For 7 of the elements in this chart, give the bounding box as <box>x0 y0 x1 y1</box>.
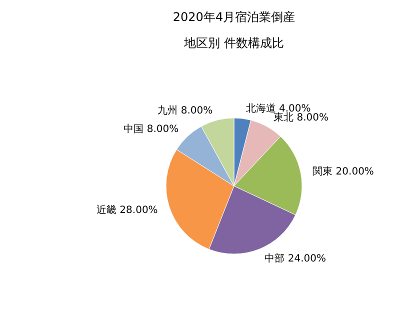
slice-label: 関東 20.00% <box>312 165 374 178</box>
slice-label: 中国 8.00% <box>124 123 179 136</box>
slice-label: 九州 8.00% <box>158 104 213 116</box>
slice-label: 中部 24.00% <box>264 252 326 265</box>
chart-title: 2020年4月宿泊業倒産 <box>172 10 296 24</box>
slice-label: 近畿 28.00% <box>96 204 158 216</box>
chart-subtitle: 地区別 件数構成比 <box>183 36 284 50</box>
